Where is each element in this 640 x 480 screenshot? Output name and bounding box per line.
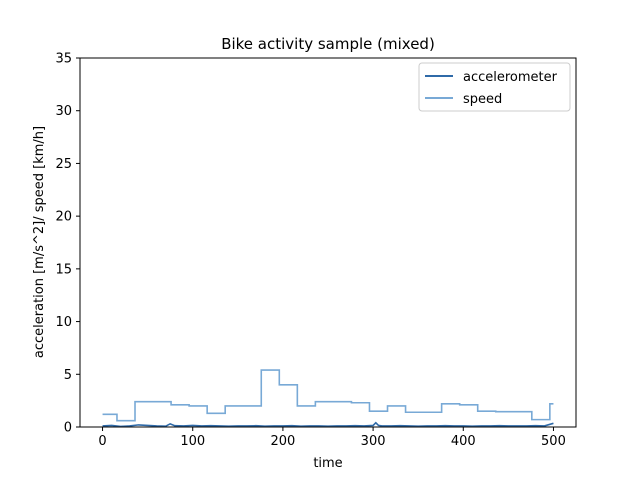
y-tick-label: 5 — [64, 368, 72, 383]
y-tick-label: 25 — [55, 157, 72, 172]
x-tick-label: 0 — [98, 434, 106, 449]
y-tick-label: 10 — [55, 315, 72, 330]
y-tick-label: 15 — [55, 262, 72, 277]
series-line-accelerometer — [102, 421, 554, 427]
plot-frame — [79, 57, 577, 428]
x-tick-label: 300 — [361, 434, 386, 449]
legend-label-speed: speed — [463, 92, 502, 107]
series-line-speed — [102, 369, 554, 422]
legend: accelerometer speed — [418, 62, 571, 112]
x-tick-label: 100 — [180, 434, 205, 449]
x-tick-label: 500 — [541, 434, 566, 449]
x-axis-label: time — [313, 456, 342, 471]
legend-label-accelerometer: accelerometer — [463, 70, 558, 85]
x-tick-label: 200 — [270, 434, 295, 449]
y-tick-label: 30 — [55, 104, 72, 119]
y-axis-label: acceleration [m/s^2]/ speed [km/h] — [32, 126, 47, 358]
y-tick-label: 20 — [55, 210, 72, 225]
legend-box — [418, 62, 571, 112]
y-tick-label: 0 — [64, 421, 72, 436]
chart-title: Bike activity sample (mixed) — [221, 35, 435, 53]
y-tick-label: 35 — [55, 52, 72, 67]
plot-area: 0 100 200 300 400 500 0 5 10 15 20 25 30 35 — [55, 52, 577, 449]
x-tick-label: 400 — [451, 434, 476, 449]
